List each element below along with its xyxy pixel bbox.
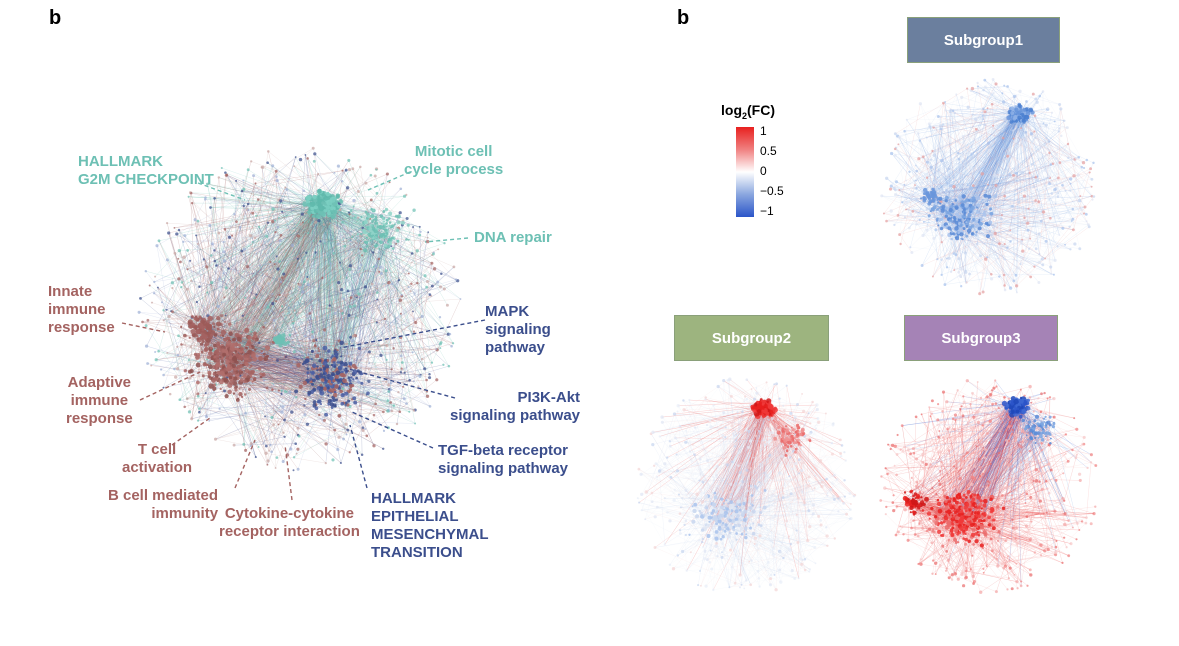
leader-tcell: [171, 417, 211, 446]
panel-letter-right: b: [677, 7, 690, 29]
leader-mapk: [339, 319, 486, 349]
network-nodes: [880, 77, 1096, 296]
leader-innate: [121, 322, 166, 333]
legend-tick: 0.5: [760, 144, 777, 158]
legend-tick: −0.5: [760, 184, 784, 198]
panel-letter-left: b: [49, 7, 62, 29]
subgroup3-network: [879, 379, 1098, 594]
subgroup1-header: Subgroup1: [907, 17, 1060, 63]
label-hallmark-emt: HALLMARK EPITHELIAL MESENCHYMAL TRANSITI…: [371, 490, 489, 561]
leader-cytokine: [284, 444, 293, 501]
leader-g2m: [197, 182, 246, 201]
leader-dna: [424, 237, 469, 243]
label-dna-repair: DNA repair: [474, 229, 552, 246]
subgroup2-header: Subgroup2: [674, 315, 829, 361]
label-cytokine-receptor: Cytokine-cytokine receptor interaction: [219, 505, 360, 540]
network-edges: [637, 379, 855, 591]
network-edges: [139, 148, 461, 470]
network-nodes: [636, 377, 857, 592]
legend-colorbar: [736, 127, 754, 217]
subgroup3-header: Subgroup3: [904, 315, 1058, 361]
leader-pi3k: [344, 367, 456, 399]
label-tgf-beta: TGF-beta receptor signaling pathway: [438, 442, 569, 477]
leader-bcell: [234, 439, 256, 489]
label-b-cell-immunity: B cell mediated immunity: [108, 487, 219, 522]
leader-tgf: [351, 411, 434, 449]
legend-tick: 1: [760, 124, 767, 138]
leader-emt: [349, 424, 368, 489]
subgroup1-network: [880, 77, 1096, 296]
network-nodes: [137, 146, 462, 472]
label-innate-immune: Innate immune response: [48, 283, 115, 336]
leader-mitotic: [367, 171, 411, 191]
label-pi3k-akt: PI3K-Akt signaling pathway: [450, 389, 581, 424]
label-leader-lines: [121, 171, 486, 501]
label-t-cell-activation: T cell activation: [122, 441, 193, 476]
main-network: [137, 146, 462, 472]
label-mitotic-cell-cycle: Mitotic cell cycle process: [404, 143, 504, 178]
label-hallmark-g2m: HALLMARK G2M CHECKPOINT: [78, 153, 214, 188]
label-mapk: MAPK signaling pathway: [485, 303, 551, 356]
legend-title: log2(FC): [721, 102, 776, 121]
subgroup2-network: [636, 377, 857, 592]
network-nodes: [879, 379, 1098, 594]
legend-tick: −1: [760, 204, 774, 218]
legend-tick: 0: [760, 164, 767, 178]
label-adaptive-immune: Adaptive immune response: [66, 374, 133, 427]
